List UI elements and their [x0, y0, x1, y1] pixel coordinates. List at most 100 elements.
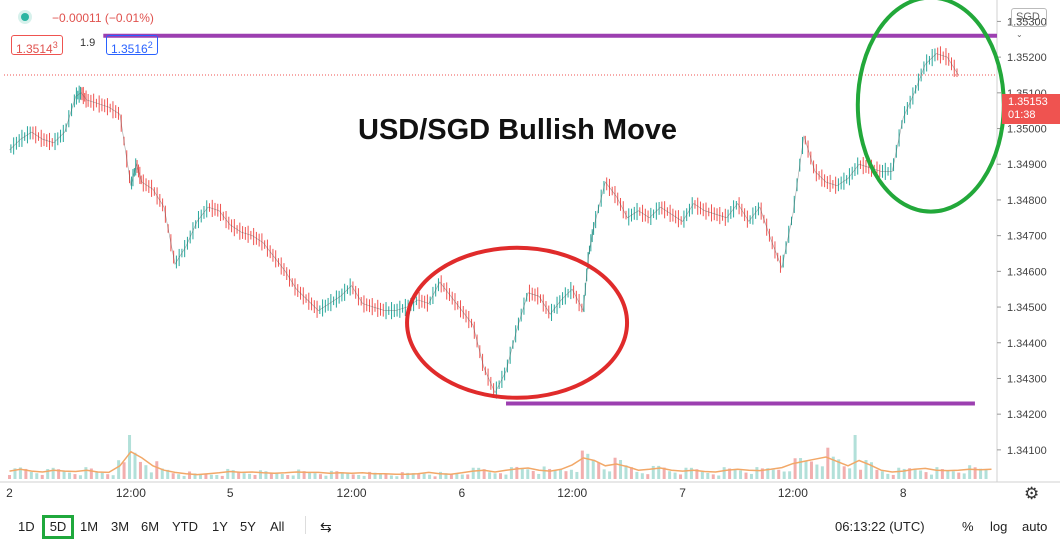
volume-bar [940, 469, 944, 479]
volume-bar [111, 475, 115, 479]
y-tick-label: 1.35200 [1007, 52, 1047, 64]
range-ytd-button[interactable]: YTD [172, 519, 198, 534]
low-region-circle [405, 245, 630, 400]
volume-bar [744, 472, 748, 479]
range-5y-button[interactable]: 5Y [240, 519, 256, 534]
volume-bar [722, 467, 726, 479]
volume-bar [122, 462, 126, 479]
bid-price-box[interactable]: 1.35143 [11, 35, 63, 56]
volume-bar [406, 472, 410, 479]
volume-bar [837, 459, 841, 479]
date-range-icon[interactable]: ⇆ [320, 519, 332, 535]
volume-bar [428, 474, 432, 479]
chart-annotation[interactable]: USD/SGD Bullish Move [358, 114, 678, 146]
volume-bar [984, 469, 988, 479]
volume-bar [924, 472, 928, 479]
clock-time: 06:13:22 (UTC) [835, 519, 925, 534]
volume-bar [499, 473, 502, 479]
x-tick-label: 12:00 [337, 486, 367, 500]
volume-bar [531, 470, 535, 479]
volume-bar [89, 468, 93, 479]
volume-bar [269, 472, 273, 479]
volume-bar [308, 472, 312, 479]
volume-bar [553, 470, 557, 479]
bid-price: 1.3514 [16, 42, 53, 56]
volume-bar [908, 468, 912, 479]
volume-bar [29, 471, 33, 479]
volume-bar [619, 460, 623, 479]
range-5d-button[interactable]: 5D [42, 515, 74, 539]
volume-bar [919, 470, 923, 479]
price-chart[interactable]: 1.34100 1.34200 1.34300 1.34400 1.34500 1.346… [0, 0, 1060, 514]
volume-bar [831, 456, 835, 479]
volume-bar [684, 467, 688, 479]
range-1d-button[interactable]: 1D [18, 519, 35, 534]
volume-bar [711, 474, 715, 479]
volume-bar [226, 468, 230, 479]
volume-bar [182, 475, 186, 479]
volume-bar [35, 473, 39, 479]
volume-bar [444, 473, 448, 479]
volume-bar [951, 471, 955, 479]
volume-bar [368, 471, 372, 479]
volume-bar [286, 474, 290, 479]
volume-bar [760, 468, 764, 479]
volume-bar [799, 458, 803, 479]
volume-bar [815, 464, 819, 479]
volume-bar [749, 473, 753, 479]
volume-bar [433, 476, 437, 479]
range-1m-button[interactable]: 1M [80, 519, 99, 534]
last-price-tag: 1.35153 01:38 [1002, 94, 1060, 124]
volume-bar [548, 468, 552, 479]
volume-bar [957, 472, 961, 479]
volume-bar [804, 460, 808, 479]
currency-dropdown[interactable]: SGD ⌄ [1011, 8, 1047, 39]
volume-bar [728, 468, 732, 479]
range-6m-button[interactable]: 6M [141, 519, 160, 534]
y-tick-label: 1.34800 [1007, 195, 1047, 207]
ask-price: 1.3516 [111, 42, 148, 56]
volume-bar [651, 465, 655, 479]
volume-bar [188, 471, 192, 479]
volume-bar [106, 474, 110, 479]
volume-bar [842, 466, 846, 479]
volume-bar [220, 475, 224, 479]
volume-bar [248, 473, 252, 479]
volume-ma-line [9, 450, 992, 476]
volume-bar [13, 468, 17, 479]
volume-bar [793, 458, 797, 479]
auto-scale-button[interactable]: auto [1022, 519, 1048, 534]
percent-scale-button[interactable]: % [962, 519, 974, 534]
volume-bar [340, 472, 344, 479]
volume-bar [788, 471, 792, 479]
volume-bar [597, 462, 601, 479]
volume-bar [859, 469, 863, 479]
volume-bar [253, 474, 257, 479]
volume-bar [357, 474, 361, 479]
ask-price-box[interactable]: 1.35162 [106, 35, 158, 56]
volume-bar [455, 473, 459, 479]
volume-bar [84, 467, 88, 479]
gear-icon[interactable]: ⚙ [1024, 484, 1040, 503]
volume-bar [209, 474, 213, 479]
volume-bar [559, 469, 563, 479]
volume-bar [695, 469, 699, 479]
volume-bar [700, 471, 704, 479]
volume-bar [389, 475, 393, 479]
volume-bar [864, 460, 868, 479]
volume-bar [280, 474, 284, 479]
range-3m-button[interactable]: 3M [111, 519, 130, 534]
volume-bar [95, 471, 99, 479]
volume-bar [177, 474, 181, 479]
volume-bar [962, 473, 966, 479]
range-all-button[interactable]: All [270, 519, 285, 534]
log-scale-button[interactable]: log [990, 519, 1008, 534]
volume-bar [771, 469, 775, 479]
y-tick-label: 1.35300 [1007, 16, 1047, 28]
range-1y-button[interactable]: 1Y [212, 519, 228, 534]
volume-bar [275, 473, 279, 479]
volume-bar [466, 474, 470, 479]
volume-bar [902, 468, 906, 479]
volume-bar [673, 472, 677, 479]
volume-bar [46, 468, 50, 479]
